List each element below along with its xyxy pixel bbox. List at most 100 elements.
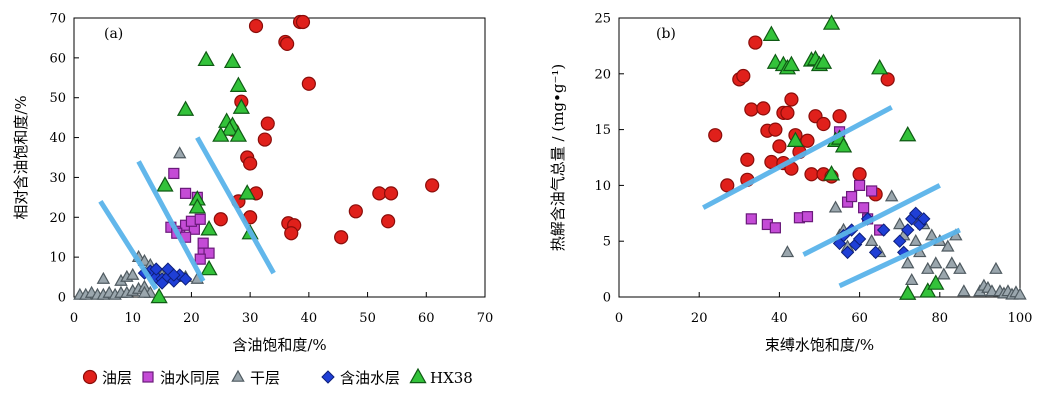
y-tick-label: 20 [49, 211, 66, 226]
data-point [917, 212, 931, 226]
data-point [828, 200, 843, 213]
data-point [901, 223, 915, 237]
data-point [905, 273, 919, 286]
data-point [383, 186, 399, 201]
data-point [772, 139, 787, 154]
legend-label: 干层 [250, 369, 280, 387]
legend-item: 干层 [231, 369, 280, 387]
data-point [149, 262, 163, 276]
data-point [780, 245, 795, 258]
data-point [172, 146, 187, 159]
data-point [200, 259, 218, 276]
data-point [832, 109, 847, 124]
series-oil-water [165, 167, 215, 265]
x-tick-label: 60 [851, 311, 868, 326]
data-point [899, 125, 917, 142]
x-tick-label: 70 [477, 311, 494, 326]
data-point [853, 179, 866, 191]
data-point [150, 287, 168, 304]
panel-a-ylabel: 相对含油饱和度/% [12, 95, 30, 219]
data-point [232, 98, 250, 114]
y-tick-label: 50 [49, 91, 66, 106]
data-point [708, 128, 723, 143]
data-point [899, 284, 917, 300]
data-point [762, 25, 781, 41]
data-point [953, 261, 967, 274]
data-point [425, 178, 440, 193]
data-point [96, 271, 111, 284]
data-point [381, 214, 396, 229]
y-tick-label: 40 [49, 131, 66, 146]
data-point [260, 116, 275, 131]
x-tick-label: 100 [1008, 311, 1033, 326]
y-tick-label: 60 [49, 51, 66, 66]
data-point [822, 14, 841, 30]
y-tick-label: 0 [58, 291, 66, 306]
data-point [780, 105, 795, 120]
legend-item: HX38 [409, 367, 473, 387]
data-point [194, 213, 206, 225]
guide-line [702, 105, 893, 210]
data-point [756, 101, 771, 116]
data-point [748, 35, 763, 50]
data-point [176, 100, 195, 116]
panel-a: 0 10 20 30 40 50 60 70 0 10 20 30 40 50 60 70 (a) 含油饱和度… [12, 12, 493, 355]
data-point [800, 133, 815, 148]
panel-a-xlabel: 含油饱和度/% [232, 336, 326, 354]
panel-b-ylabel: 热解含油气总量 / (mg•g⁻¹) [549, 64, 567, 252]
data-point [243, 156, 258, 171]
legend-item: 油水同层 [142, 369, 220, 387]
data-point [736, 68, 751, 84]
legend-marker [231, 369, 245, 382]
x-tick-label: 40 [771, 311, 788, 326]
legend-label: 油水同层 [160, 369, 220, 387]
data-point [203, 247, 215, 259]
legend-label: 油层 [102, 369, 132, 387]
data-point [348, 204, 363, 219]
data-point [876, 223, 891, 237]
data-point [864, 233, 879, 246]
panel-b-xlabel: 束缚水饱和度/% [765, 336, 874, 354]
data-point [884, 189, 899, 202]
data-point [125, 267, 140, 280]
data-point [925, 228, 939, 241]
data-point [238, 184, 256, 200]
x-tick-label: 0 [70, 311, 78, 326]
data-point [301, 76, 316, 91]
data-point [852, 167, 867, 182]
legend: 油层 油水同层 干层 含油水层 HX38 [82, 367, 473, 387]
y-tick-label: 0 [603, 291, 611, 306]
y-tick-label: 25 [594, 12, 611, 27]
data-point [801, 211, 814, 223]
x-tick-label: 50 [359, 311, 376, 326]
y-tick-label: 10 [594, 179, 611, 194]
data-point [927, 274, 945, 290]
y-tick-label: 10 [49, 251, 66, 266]
data-point [871, 58, 889, 75]
x-tick-label: 40 [301, 311, 318, 326]
data-point [909, 206, 923, 221]
data-point [197, 50, 215, 67]
y-tick-label: 5 [603, 235, 611, 250]
data-point [852, 232, 867, 246]
data-point [257, 132, 272, 147]
data-point [372, 186, 387, 201]
data-point [782, 55, 801, 72]
data-point [868, 245, 883, 260]
data-point [892, 217, 907, 230]
series-oil [213, 14, 440, 245]
data-point [822, 165, 841, 181]
data-point [769, 222, 781, 234]
panel-a-plot-area: 0 10 20 30 40 50 60 70 0 10 20 30 40 50 60 70 [49, 12, 493, 327]
legend-marker [142, 371, 154, 383]
data-point [919, 282, 937, 298]
data-point [284, 226, 299, 241]
data-point [740, 152, 755, 167]
data-point [155, 276, 169, 290]
data-point [840, 245, 855, 260]
guide-line [136, 160, 206, 283]
data-point [941, 239, 955, 252]
data-point [295, 14, 311, 30]
data-point [989, 261, 1003, 274]
panel-a-label: (a) [104, 26, 123, 42]
